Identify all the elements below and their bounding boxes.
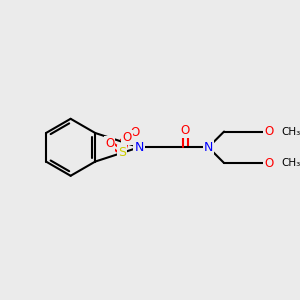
Text: N: N: [134, 141, 144, 154]
Text: CH₃: CH₃: [281, 158, 300, 168]
Text: O: O: [122, 131, 132, 144]
Text: O: O: [264, 125, 273, 138]
Text: O: O: [105, 137, 114, 150]
Text: O: O: [131, 125, 140, 139]
Text: CH₃: CH₃: [281, 127, 300, 136]
Text: O: O: [181, 124, 190, 137]
Text: O: O: [264, 157, 273, 169]
Text: S: S: [118, 146, 126, 159]
Text: N: N: [204, 141, 213, 154]
